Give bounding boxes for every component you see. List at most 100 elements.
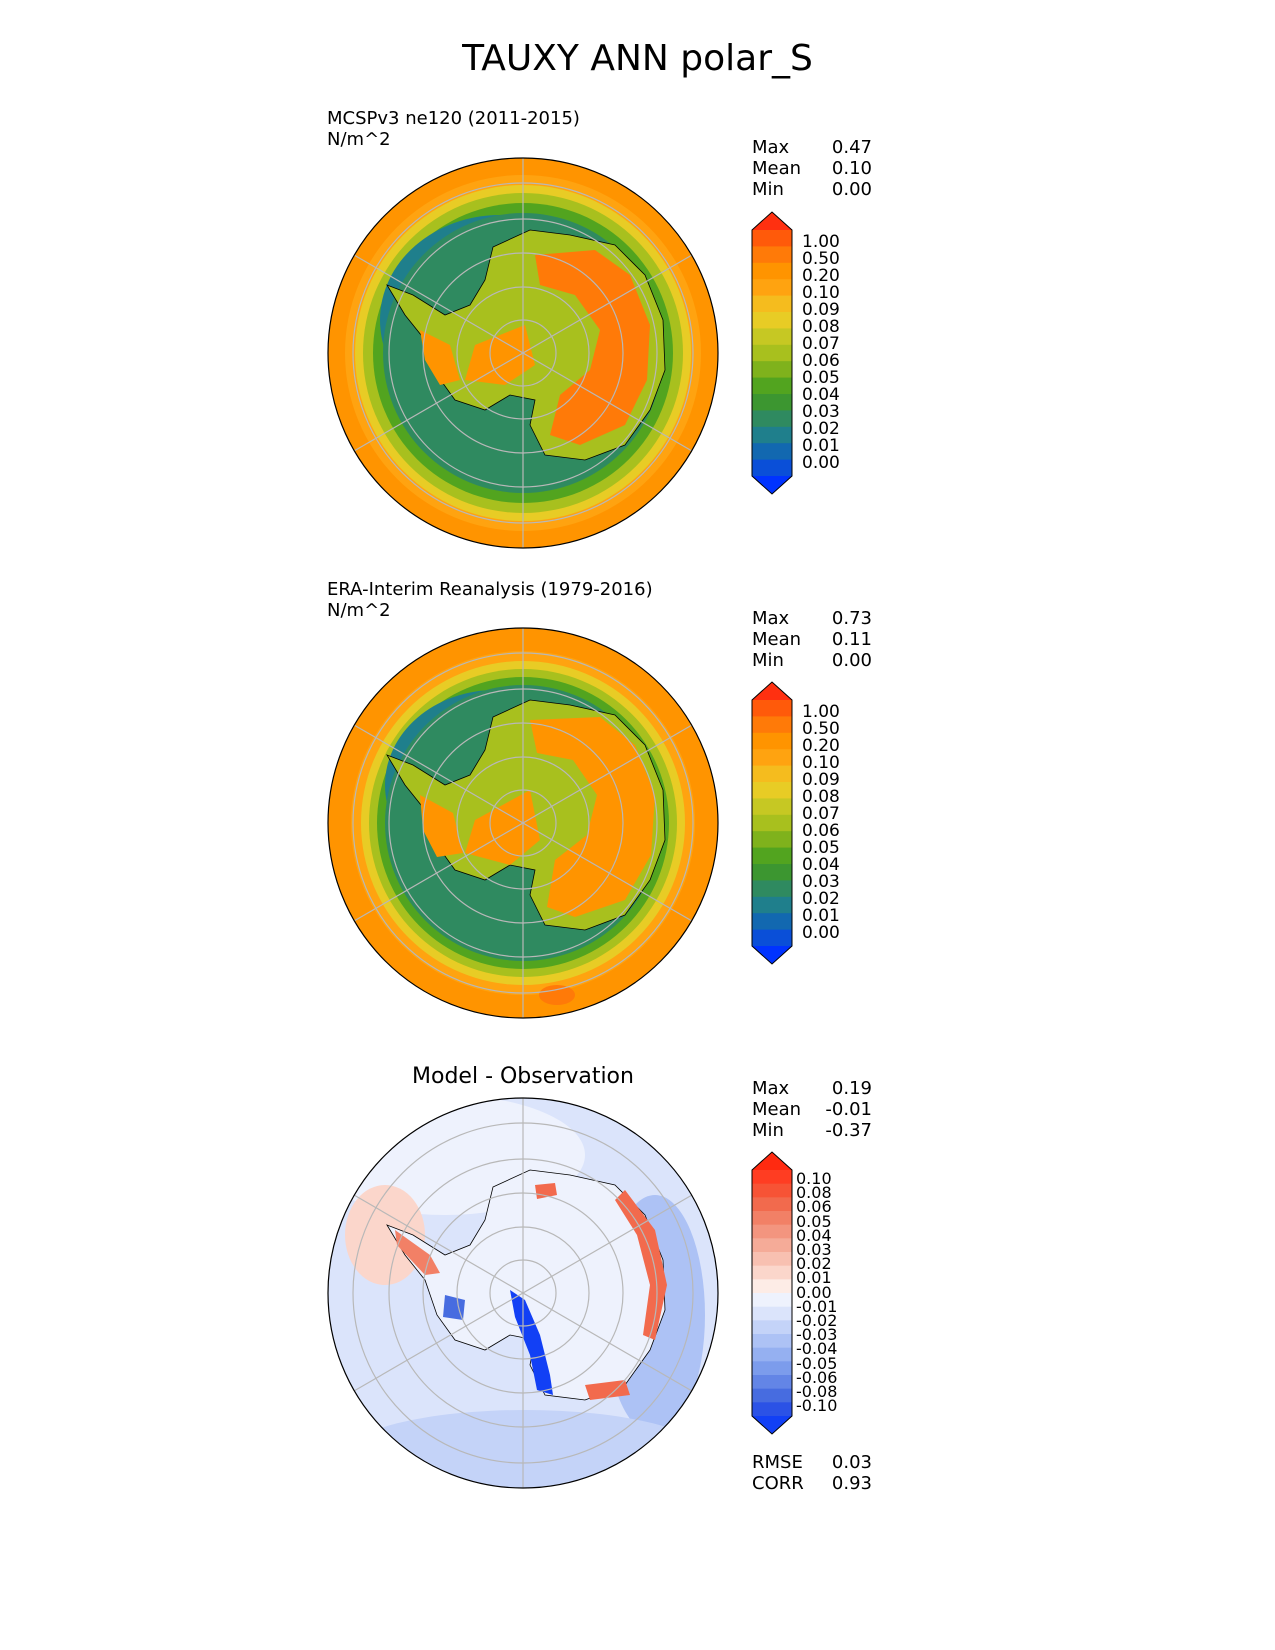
panel2-title: ERA-Interim Reanalysis (1979-2016) — [327, 579, 653, 600]
cb1-tick-label: 0.20 — [802, 266, 840, 286]
panel1-mean-label: Mean — [752, 158, 802, 179]
panel1-map-boundary — [327, 157, 719, 549]
panel2-east-antarctica-high — [530, 717, 655, 917]
cb3-swatch — [752, 1211, 792, 1226]
cb3-swatch — [752, 1170, 792, 1185]
panel1-mean-value: 0.10 — [831, 158, 872, 179]
cb3-tick-label: -0.10 — [796, 1396, 838, 1416]
cb1-swatch — [752, 246, 792, 264]
cb2-swatch — [752, 913, 792, 931]
cb3-tick-label: -0.01 — [796, 1296, 838, 1316]
cb3-swatch — [752, 1347, 792, 1362]
panel1-interior-high — [465, 325, 535, 385]
cb3-swatch — [752, 1306, 792, 1321]
panel3-max-label: Max — [752, 1078, 790, 1099]
cb2-tick-label: 0.20 — [802, 736, 840, 756]
cb2-swatch — [752, 929, 792, 947]
cb2-tick-label: 1.00 — [802, 702, 840, 722]
cb3-swatch — [752, 1197, 792, 1212]
cb1-swatch — [752, 426, 792, 444]
panel2-max-label: Max — [752, 608, 790, 629]
cb2-tick-label: 0.03 — [802, 872, 840, 892]
panel3-title: Model - Observation — [412, 1064, 634, 1089]
cb3-tick-label: 0.03 — [796, 1240, 832, 1260]
panel2-max-value: 0.73 — [831, 608, 872, 629]
cb2-swatch — [752, 896, 792, 914]
panel2-min-value: 0.00 — [831, 650, 872, 671]
cb2-swatch — [752, 732, 792, 750]
cb1-tick-label: 0.02 — [802, 419, 840, 439]
cb1-swatch — [752, 279, 792, 297]
panel3-negative-patch — [443, 1295, 465, 1320]
cb1-swatch — [752, 443, 792, 461]
panel2-stats: Max 0.73 Mean 0.11 Min 0.00 — [752, 608, 872, 674]
cb2-tick-label: 0.09 — [802, 770, 840, 790]
cb2-tick-label: 0.04 — [802, 855, 840, 875]
panel3-min-label: Min — [752, 1120, 784, 1141]
cb1-swatch — [752, 344, 792, 362]
panel3-positive-west — [345, 1185, 425, 1285]
panel1-stats: Max 0.47 Mean 0.10 Min 0.00 — [752, 137, 872, 203]
cb3-swatch — [752, 1388, 792, 1403]
panel3-positive-peninsula — [395, 1230, 440, 1275]
cb2-tick-label: 0.02 — [802, 889, 840, 909]
cb1-tick-label: 0.07 — [802, 334, 840, 354]
cb3-tick-label: 0.10 — [796, 1169, 832, 1188]
cb3-swatch — [752, 1375, 792, 1390]
panel3-colorbar-labels: 0.10 0.08 0.06 0.05 0.04 0.03 0.02 0.01 … — [796, 1169, 838, 1416]
panel1-units: N/m^2 — [327, 129, 391, 150]
cb1-swatch — [752, 328, 792, 346]
cb3-tick-label: -0.03 — [796, 1325, 838, 1345]
cb1-swatch — [752, 394, 792, 411]
cb3-swatch — [752, 1252, 792, 1267]
cb2-tick-label: 0.10 — [802, 753, 840, 773]
cb1-tick-label: 0.08 — [802, 317, 840, 337]
panel3-positive-coast-east — [615, 1190, 667, 1340]
cb1-swatch — [752, 459, 792, 477]
cb1-tick-label: 0.50 — [802, 249, 840, 269]
cb2-swatch — [752, 700, 792, 717]
panel3-polar-map — [327, 1097, 719, 1489]
cb2-outline — [751, 681, 793, 965]
cb2-bottom-extend — [752, 946, 792, 964]
panel1-title: MCSPv3 ne120 (2011-2015) — [327, 108, 580, 129]
cb2-top-extend — [752, 682, 792, 700]
cb2-tick-label: 0.06 — [802, 821, 840, 841]
panel2-graticule — [352, 628, 694, 1018]
cb2-swatch — [752, 847, 792, 865]
cb1-swatch — [752, 312, 792, 329]
cb1-swatch — [752, 377, 792, 395]
cb2-swatch — [752, 749, 792, 767]
cb3-swatch — [752, 1361, 792, 1376]
rmse-value: 0.03 — [831, 1452, 872, 1473]
panel1-polar-map — [327, 157, 719, 549]
cb2-tick-label: 0.05 — [802, 838, 840, 858]
cb3-swatch — [752, 1334, 792, 1349]
cb3-swatch — [752, 1402, 792, 1417]
cb2-swatch — [752, 782, 792, 799]
panel1-max-label: Max — [752, 137, 790, 158]
cb1-tick-label: 1.00 — [802, 232, 840, 252]
cb1-top-extend — [752, 212, 792, 230]
panel2-min-label: Min — [752, 650, 784, 671]
cb3-tick-label: -0.06 — [796, 1367, 838, 1387]
panel1-min-value: 0.00 — [831, 179, 872, 200]
cb1-tick-label: 0.03 — [802, 402, 840, 422]
cb3-outline — [751, 1151, 793, 1435]
cb2-swatch — [752, 831, 792, 849]
panel2-units: N/m^2 — [327, 600, 391, 621]
cb3-swatch — [752, 1265, 792, 1280]
cb1-swatch — [752, 410, 792, 428]
corr-value: 0.93 — [831, 1473, 872, 1494]
panel1-east-antarctica-high — [535, 250, 650, 445]
cb3-swatch — [752, 1279, 792, 1294]
rmse-label: RMSE — [752, 1452, 803, 1473]
panel2-map-boundary — [327, 627, 719, 1019]
panel3-min-value: -0.37 — [825, 1120, 872, 1141]
panel1-colorbar-labels: 1.00 0.50 0.20 0.10 0.09 0.08 0.07 0.06 … — [802, 234, 840, 472]
cb3-tick-label: 0.06 — [796, 1197, 832, 1217]
cb1-tick-label: 0.04 — [802, 385, 840, 405]
cb3-tick-label: 0.08 — [796, 1183, 832, 1203]
cb3-tick-label: 0.04 — [796, 1225, 832, 1245]
cb3-swatch — [752, 1293, 792, 1308]
